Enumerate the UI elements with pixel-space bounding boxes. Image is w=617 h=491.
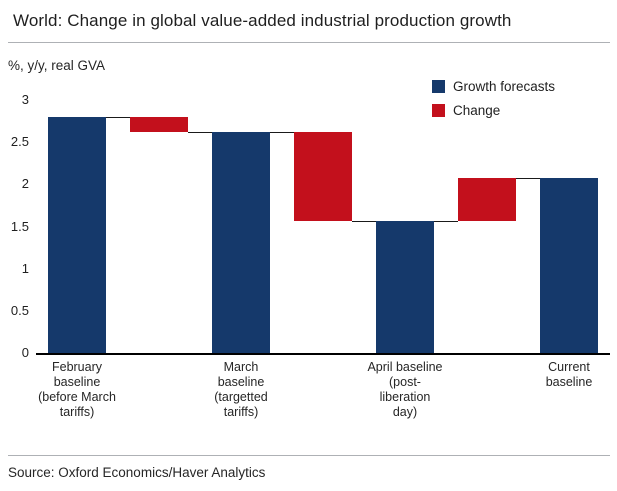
waterfall-connector-line xyxy=(433,220,459,222)
x-axis-labels: February baseline (before March tariffs) Mar… xyxy=(36,360,610,430)
forecast-bar xyxy=(376,220,434,353)
forecast-bar xyxy=(212,132,270,353)
waterfall-connector-line xyxy=(187,132,213,134)
y-tick-label: 0 xyxy=(21,345,29,360)
source-note: Source: Oxford Economics/Haver Analytics xyxy=(8,465,266,480)
y-axis: 0 0.5 1 1.5 2 2.5 3 xyxy=(0,92,29,360)
forecast-bar xyxy=(540,177,598,353)
x-category-label: April baseline (post-liberation day) xyxy=(367,360,443,419)
legend-item-forecasts: Growth forecasts xyxy=(432,79,555,94)
page-title: World: Change in global value-added indu… xyxy=(13,11,512,30)
footer-divider xyxy=(8,455,610,456)
waterfall-connector-line xyxy=(515,177,541,179)
y-tick-label: 1.5 xyxy=(10,218,29,234)
x-category-label: March baseline (targetted tariffs) xyxy=(214,360,268,419)
y-tick-label: 0.5 xyxy=(10,302,29,318)
plot-area xyxy=(36,100,610,355)
change-bar xyxy=(458,177,516,221)
legend-label-change: Change xyxy=(453,103,501,118)
title-divider xyxy=(8,42,610,43)
y-tick-label: 3 xyxy=(21,92,29,107)
y-tick-label: 1 xyxy=(21,260,29,276)
legend-swatch-forecast xyxy=(432,80,445,93)
legend-label-forecast: Growth forecasts xyxy=(453,79,556,94)
change-bar xyxy=(130,116,188,133)
y-axis-note: %, y/y, real GVA xyxy=(8,58,106,73)
waterfall-connector-line xyxy=(269,132,295,134)
waterfall-connector-line xyxy=(351,220,377,222)
legend-swatch-change xyxy=(432,104,445,117)
waterfall-connector-line xyxy=(105,116,131,118)
legend-item-change: Change xyxy=(432,103,555,118)
legend: Growth forecasts Change xyxy=(432,79,555,127)
x-category-label: Current baseline xyxy=(545,360,593,389)
y-tick-label: 2.5 xyxy=(10,134,29,150)
change-bar xyxy=(294,132,352,221)
x-category-label: February baseline (before March tariffs) xyxy=(38,360,116,419)
forecast-bar xyxy=(48,116,106,353)
y-tick-label: 2 xyxy=(21,176,29,192)
